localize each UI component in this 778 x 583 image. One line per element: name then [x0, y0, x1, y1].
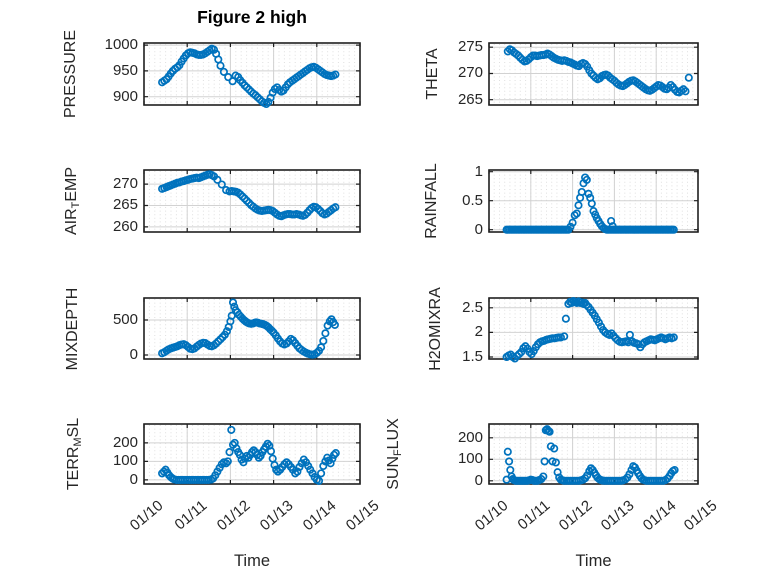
x-tick-label-01-14: 01/14: [639, 497, 680, 535]
y-tick-label-rainfall: 0: [474, 220, 483, 238]
x-tick-label-01-12: 01/12: [555, 497, 596, 535]
plot-area-rainfall: [488, 169, 699, 234]
ylabel-text: PRESSURE: [62, 29, 79, 119]
y-tick-label-terr-msl: 100: [112, 452, 138, 470]
ylabel-text: EMP: [63, 167, 80, 202]
y-axis-label-terr-msl: TERRMSL: [65, 417, 85, 491]
y-tick-label-mixdepth: 0: [129, 346, 138, 363]
data-points-pressure: [158, 44, 340, 109]
plot-area-terr-msl: [143, 423, 361, 485]
y-axis-label-pressure: PRESSURE: [62, 30, 80, 118]
x-tick-label-01-13: 01/13: [597, 497, 638, 535]
y-tick-label-pressure: 950: [112, 61, 138, 79]
x-tick-label-01-10: 01/10: [127, 497, 167, 535]
x-tick-label-01-13: 01/13: [256, 497, 297, 535]
x-axis-title-left: Time: [233, 552, 271, 570]
figure-title: Figure 2 high: [197, 7, 307, 27]
data-points-h2omixra: [502, 296, 678, 363]
x-tick-label-01-11: 01/11: [514, 497, 554, 534]
plot-area-mixdepth: [143, 297, 361, 360]
y-tick-label-pressure: 900: [112, 87, 138, 105]
y-tick-label-terr-msl: 200: [112, 433, 138, 451]
y-axis-label-h2omixra: H2OMIXRA: [427, 287, 445, 371]
plot-area-sun-flux: [488, 423, 699, 485]
x-tick-label-01-12: 01/12: [213, 497, 254, 535]
y-tick-label-air-temp: 260: [112, 217, 138, 235]
x-tick-label-01-15: 01/15: [343, 497, 383, 535]
y-tick-label-theta: 270: [457, 64, 483, 82]
y-axis-label-rainfall: RAINFALL: [423, 163, 441, 239]
y-tick-label-air-temp: 270: [112, 175, 138, 193]
data-points-air-temp: [158, 170, 340, 221]
y-tick-label-theta: 275: [457, 38, 483, 56]
plot-area-air-temp: [143, 169, 361, 233]
x-tick-label-01-10: 01/10: [472, 497, 512, 535]
plot-area-pressure: [143, 42, 361, 109]
ylabel-subscript: F: [392, 449, 405, 456]
y-axis-label-sun-flux: SUNFLUX: [385, 418, 405, 490]
y-tick-label-pressure: 1000: [104, 36, 138, 54]
ylabel-subscript: M: [72, 437, 85, 447]
ylabel-text: RAINFALL: [423, 163, 440, 239]
y-tick-label-terr-msl: 0: [129, 470, 138, 488]
ylabel-text: AIR: [63, 208, 80, 235]
data-points-theta: [503, 45, 693, 97]
data-points-terr-msl: [158, 425, 340, 485]
x-tick-label-01-14: 01/14: [300, 497, 340, 535]
plot-area-theta: [488, 42, 699, 106]
y-tick-label-sun-flux: 0: [474, 471, 483, 489]
ylabel-text: TERR: [65, 446, 82, 491]
y-tick-label-air-temp: 265: [112, 196, 138, 214]
data-points-mixdepth: [158, 298, 339, 359]
data-points-rainfall: [502, 173, 678, 234]
ylabel-text: SUN: [385, 456, 402, 490]
ylabel-text: THETA: [424, 48, 441, 100]
y-tick-label-h2omixra: 2: [474, 323, 483, 341]
data-points-sun-flux: [502, 425, 679, 485]
y-tick-label-h2omixra: 2.5: [462, 298, 483, 316]
y-tick-label-sun-flux: 100: [457, 450, 483, 468]
y-tick-label-theta: 265: [457, 90, 483, 108]
y-tick-label-rainfall: 1: [474, 162, 483, 180]
y-tick-label-mixdepth: 500: [112, 310, 138, 328]
y-tick-label-h2omixra: 1.5: [462, 348, 483, 366]
x-tick-label-01-15: 01/15: [681, 497, 721, 535]
x-axis-title-right: Time: [575, 552, 612, 570]
y-axis-label-mixdepth: MIXDEPTH: [64, 287, 82, 370]
y-tick-label-sun-flux: 200: [457, 428, 483, 446]
y-tick-label-rainfall: 0.5: [462, 191, 483, 209]
ylabel-text: H2OMIXRA: [427, 286, 444, 371]
y-axis-label-air-temp: AIRTEMP: [63, 167, 83, 235]
ylabel-text: MIXDEPTH: [64, 287, 81, 370]
ylabel-text: LUX: [385, 418, 402, 450]
y-axis-label-theta: THETA: [424, 48, 442, 99]
plot-area-h2omixra: [488, 296, 699, 363]
x-tick-label-01-11: 01/11: [171, 497, 211, 534]
ylabel-subscript: T: [70, 201, 83, 209]
ylabel-text: SL: [65, 417, 82, 438]
